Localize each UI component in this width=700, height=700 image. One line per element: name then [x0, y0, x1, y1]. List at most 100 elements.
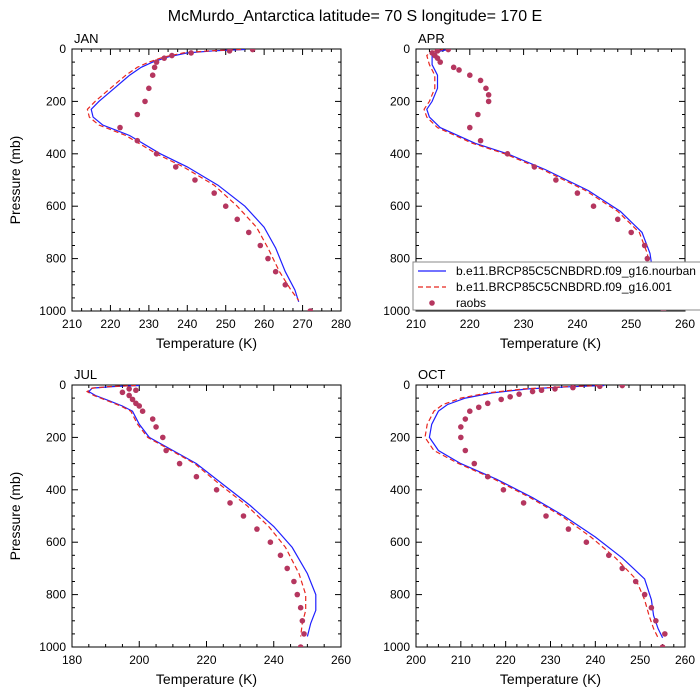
raobs-point [117, 124, 123, 131]
raobs-point [172, 164, 179, 170]
raobs-point [467, 124, 473, 131]
raobs-point [462, 447, 469, 454]
raobs-point [648, 604, 655, 611]
raobs-point [529, 388, 536, 395]
raobs-point [277, 552, 284, 559]
x-tick-label: 210 [62, 317, 82, 331]
x-tick-label: 240 [585, 653, 605, 667]
raobs-point [531, 164, 538, 170]
raobs-point [139, 408, 146, 415]
raobs-point [240, 513, 247, 519]
panel-jul: 180 200 220 240 260 0 200 400 600 800 1000 JUL Tempe… [7, 367, 351, 687]
x-tick-label: 240 [567, 317, 587, 331]
figure-title: McMurdo_Antarctica latitude= 70 S longit… [168, 8, 542, 25]
model-001-line [424, 385, 659, 639]
raobs-point [619, 565, 626, 572]
raobs-point [450, 64, 457, 71]
model-001-line [85, 385, 307, 637]
x-tick-label: 240 [264, 653, 284, 667]
x-tick-label: 220 [100, 317, 120, 331]
raobs-point [485, 98, 492, 105]
raobs-point [254, 526, 260, 532]
panel-label: JAN [74, 31, 99, 46]
raobs-point [284, 565, 291, 572]
x-tick-label: 250 [621, 317, 641, 331]
x-tick-label: 250 [630, 653, 650, 667]
raobs-point [662, 631, 668, 637]
panel-label: APR [418, 31, 445, 46]
y-tick-label: 200 [390, 94, 410, 108]
raobs-point [659, 644, 666, 647]
raobs-point [485, 92, 492, 98]
raobs-point [570, 385, 576, 391]
y-tick-label: 0 [59, 378, 66, 392]
raobs-point [142, 98, 148, 105]
raobs-point [641, 591, 648, 598]
raobs-point [628, 229, 634, 236]
raobs-point [458, 434, 464, 441]
raobs-point [483, 85, 489, 92]
raobs-point [565, 526, 572, 532]
raobs-point [574, 190, 581, 196]
raobs-point [484, 400, 491, 407]
y-tick-label: 1000 [39, 640, 66, 654]
raobs-point [294, 591, 301, 598]
raobs-point [507, 393, 513, 400]
raobs-point [297, 644, 304, 647]
x-tick-label: 180 [62, 653, 82, 667]
x-tick-label: 230 [540, 653, 560, 667]
raobs-point [234, 216, 241, 223]
raobs-point [590, 203, 597, 209]
raobs-point [484, 473, 491, 480]
raobs-point [272, 268, 279, 275]
legend-label: raobs [456, 296, 486, 310]
x-tick-label: 220 [496, 653, 516, 667]
raobs-point [299, 618, 306, 624]
y-tick-label: 200 [390, 430, 410, 444]
raobs-point [245, 229, 252, 236]
raobs-point [257, 242, 264, 249]
raobs-point [632, 578, 639, 585]
x-tick-label: 220 [196, 653, 216, 667]
y-axis-label: Pressure (mb) [7, 136, 23, 225]
raobs-point [161, 55, 168, 61]
raobs-point [458, 424, 464, 430]
raobs-point [538, 387, 545, 394]
y-tick-label: 800 [46, 588, 66, 602]
raobs-point [149, 72, 156, 78]
y-tick-label: 400 [46, 147, 66, 161]
raobs-point [614, 216, 621, 223]
raobs-point [477, 137, 484, 144]
raobs-point [434, 49, 441, 54]
raobs-point [126, 386, 132, 392]
model-nourban-line [87, 385, 317, 637]
raobs-point [471, 460, 478, 467]
raobs-point [467, 72, 473, 78]
raobs-point [133, 387, 139, 394]
raobs-point [126, 392, 132, 399]
y-tick-label: 600 [46, 535, 66, 549]
raobs-point [176, 460, 183, 467]
x-tick-label: 230 [514, 317, 534, 331]
x-tick-label: 220 [460, 317, 480, 331]
raobs-point [193, 473, 200, 480]
raobs-point [159, 434, 166, 441]
panels: 210 220 230 240 250 260 270 280 0 200 400 600 800 100… [7, 31, 695, 687]
x-tick-label: 200 [406, 653, 426, 667]
legend-label: b.e11.BRCP85C5CNBDRD.f09_g16.nourban [456, 264, 696, 278]
raobs-point [583, 539, 590, 545]
raobs-point [445, 49, 452, 53]
raobs-point [213, 487, 220, 493]
y-tick-label: 0 [403, 378, 410, 392]
x-tick-label: 250 [216, 317, 236, 331]
raobs-point [153, 151, 160, 157]
raobs-point [211, 190, 217, 196]
raobs-point [192, 177, 198, 183]
y-tick-label: 1000 [383, 640, 410, 654]
raobs-point [553, 177, 559, 183]
y-tick-label: 200 [46, 94, 66, 108]
raobs-point [119, 389, 126, 396]
raobs-point [307, 308, 314, 311]
x-tick-label: 200 [129, 653, 149, 667]
